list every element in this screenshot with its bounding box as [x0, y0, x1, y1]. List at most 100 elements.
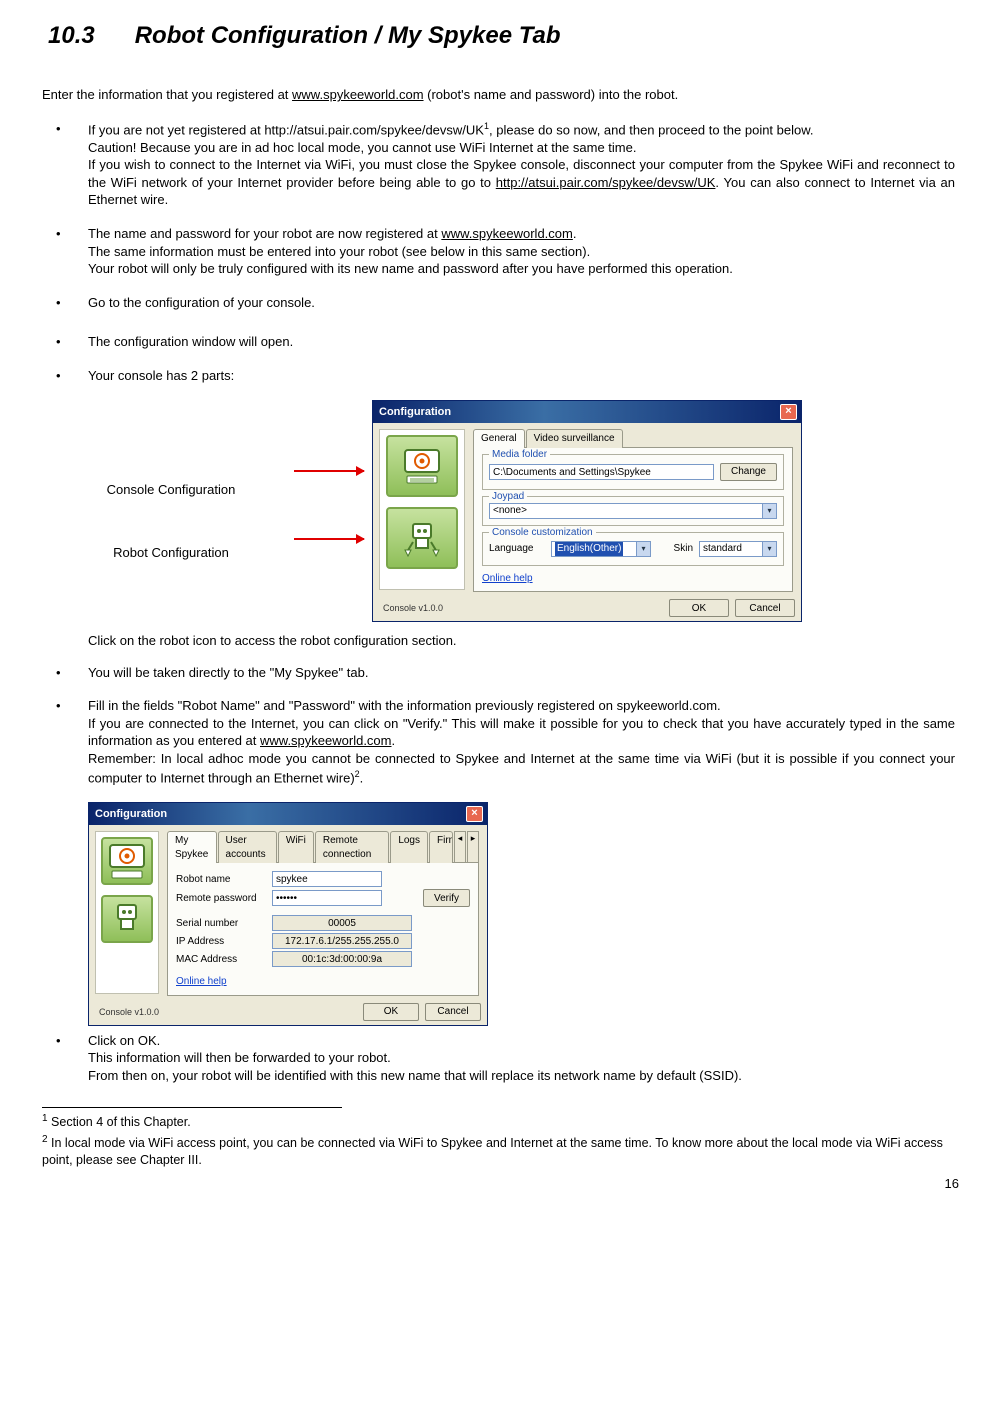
scroll-left-button[interactable]: ◂	[454, 831, 466, 863]
tab-firmware[interactable]: Firm	[429, 831, 453, 863]
online-help-link[interactable]: Online help	[482, 573, 533, 584]
configuration-dialog-myspykee: Configuration × My Spykee User accounts …	[88, 802, 488, 1026]
combo-value: standard	[703, 542, 742, 556]
tab-general[interactable]: General	[473, 429, 525, 448]
text: .	[392, 733, 396, 748]
language-combo[interactable]: English(Other) ▾	[551, 541, 651, 557]
joypad-combo[interactable]: <none> ▾	[489, 503, 777, 519]
cancel-button[interactable]: Cancel	[735, 599, 795, 617]
combo-value: English(Other)	[555, 542, 623, 556]
link-spykeeworld[interactable]: www.spykeeworld.com	[260, 733, 392, 748]
text: This information will then be forwarded …	[88, 1049, 955, 1067]
tab-wifi[interactable]: WiFi	[278, 831, 314, 863]
text: .	[573, 226, 577, 241]
text: If you are connected to the Internet, yo…	[88, 716, 955, 749]
group-title: Joypad	[489, 490, 527, 504]
section-heading: 10.3 Robot Configuration / My Spykee Tab	[48, 20, 965, 52]
scroll-right-button[interactable]: ▸	[467, 831, 479, 863]
cancel-button[interactable]: Cancel	[425, 1003, 481, 1021]
text: .	[360, 770, 364, 785]
label-skin: Skin	[657, 542, 693, 556]
list-item: Fill in the fields "Robot Name" and "Pas…	[56, 697, 955, 786]
ok-button[interactable]: OK	[363, 1003, 419, 1021]
close-button[interactable]: ×	[780, 404, 797, 420]
bullet-list: Click on OK. This information will then …	[56, 1032, 955, 1085]
group-title: Console customization	[489, 526, 596, 540]
label-robot-config: Robot Configuration	[56, 544, 286, 562]
text: Caution! Because you are in ad hoc local…	[88, 139, 955, 157]
chevron-down-icon: ▾	[636, 542, 650, 556]
label-robot-name: Robot name	[176, 873, 266, 887]
tab-remote-connection[interactable]: Remote connection	[315, 831, 389, 863]
robot-config-icon[interactable]	[101, 895, 153, 943]
dialog-footer: Console v1.0.0 OK Cancel	[373, 596, 801, 621]
mac-field: 00:1c:3d:00:00:9a	[272, 951, 412, 967]
bullet-list: You will be taken directly to the "My Sp…	[56, 664, 955, 787]
footnote-text: In local mode via WiFi access point, you…	[42, 1136, 943, 1167]
icon-column	[95, 831, 159, 994]
ip-field: 172.17.6.1/255.255.255.0	[272, 933, 412, 949]
group-media-folder: Media folder C:\Documents and Settings\S…	[482, 454, 784, 490]
list-item: Go to the configuration of your console.	[56, 294, 955, 312]
link-spykeeworld[interactable]: www.spykeeworld.com	[441, 226, 573, 241]
figure-labels: Console Configuration Robot Configuratio…	[56, 461, 286, 562]
version-label: Console v1.0.0	[99, 1006, 159, 1018]
text: Click on OK.	[88, 1032, 955, 1050]
password-field[interactable]: ••••••	[272, 890, 382, 906]
text: Enter the information that you registere…	[42, 87, 292, 102]
list-item: The configuration window will open.	[56, 333, 955, 351]
tab-pane: Media folder C:\Documents and Settings\S…	[473, 447, 793, 593]
tab-logs[interactable]: Logs	[390, 831, 428, 863]
label-ip: IP Address	[176, 935, 266, 949]
skin-combo[interactable]: standard ▾	[699, 541, 777, 557]
console-config-icon[interactable]	[386, 435, 458, 497]
arrows	[294, 426, 364, 596]
label-console-config: Console Configuration	[56, 481, 286, 499]
label-language: Language	[489, 542, 545, 556]
label-remote-password: Remote password	[176, 892, 266, 906]
icon-column	[379, 429, 465, 590]
tab-pane: Robot name spykee Remote password ••••••…	[167, 862, 479, 996]
media-folder-field[interactable]: C:\Documents and Settings\Spykee	[489, 464, 714, 480]
text: (robot's name and password) into the rob…	[424, 87, 679, 102]
tab-my-spykee[interactable]: My Spykee	[167, 831, 217, 863]
ok-button[interactable]: OK	[669, 599, 729, 617]
link-spykeeworld[interactable]: www.spykeeworld.com	[292, 87, 424, 102]
section-number: 10.3	[48, 20, 95, 52]
tab-user-accounts[interactable]: User accounts	[218, 831, 277, 863]
chevron-down-icon: ▾	[762, 542, 776, 556]
label-mac: MAC Address	[176, 953, 266, 967]
change-button[interactable]: Change	[720, 463, 777, 481]
serial-field: 00005	[272, 915, 412, 931]
text: Your console has 2 parts:	[88, 367, 955, 385]
console-config-icon[interactable]	[101, 837, 153, 885]
list-item: You will be taken directly to the "My Sp…	[56, 664, 955, 682]
list-item: The name and password for your robot are…	[56, 225, 955, 278]
text: If you are not yet registered at http://…	[88, 122, 484, 137]
list-item: If you are not yet registered at http://…	[56, 120, 955, 209]
dialog-title: Configuration	[379, 405, 451, 420]
configuration-dialog-general: Configuration × General Video surveillan…	[372, 400, 802, 622]
bullet-list: If you are not yet registered at http://…	[56, 120, 955, 384]
footnote-1: 1 Section 4 of this Chapter.	[42, 1112, 951, 1131]
text: Go to the configuration of your console.	[88, 294, 955, 312]
close-button[interactable]: ×	[466, 806, 483, 822]
chevron-down-icon: ▾	[762, 504, 776, 518]
group-console-customization: Console customization Language English(O…	[482, 532, 784, 566]
dialog-footer: Console v1.0.0 OK Cancel	[89, 1000, 487, 1025]
robot-name-field[interactable]: spykee	[272, 871, 382, 887]
online-help-link[interactable]: Online help	[176, 976, 227, 987]
text: Your robot will only be truly configured…	[88, 260, 955, 278]
robot-config-icon[interactable]	[386, 507, 458, 569]
dialog-title: Configuration	[95, 807, 167, 822]
tab-video-surveillance[interactable]: Video surveillance	[526, 429, 623, 448]
tabs: My Spykee User accounts WiFi Remote conn…	[167, 831, 479, 863]
text: Remember: In local adhoc mode you cannot…	[88, 751, 955, 785]
version-label: Console v1.0.0	[383, 602, 443, 614]
text: The same information must be entered int…	[88, 243, 955, 261]
footnote-separator	[42, 1107, 342, 1108]
footnote-2: 2 In local mode via WiFi access point, y…	[42, 1133, 951, 1169]
list-item: Click on OK. This information will then …	[56, 1032, 955, 1085]
link-atsui[interactable]: http://atsui.pair.com/spykee/devsw/UK	[496, 175, 716, 190]
verify-button[interactable]: Verify	[423, 889, 470, 907]
